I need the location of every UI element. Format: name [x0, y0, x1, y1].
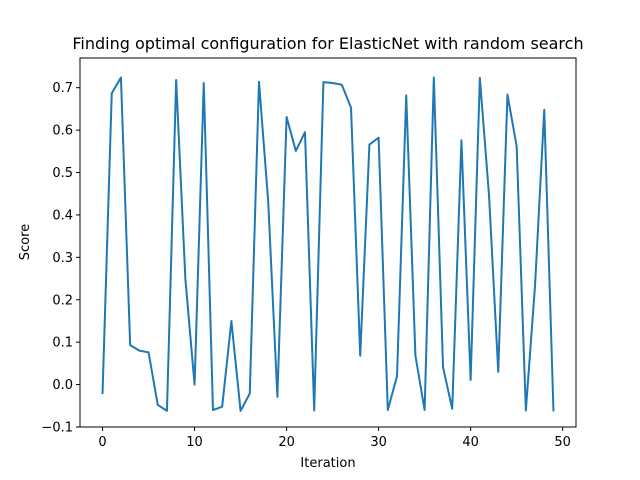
x-axis-label: Iteration: [300, 456, 355, 471]
y-tick-label: 0.4: [52, 208, 73, 223]
x-tick-label: 50: [554, 435, 571, 450]
y-tick-label: 0.6: [52, 124, 73, 139]
x-tick-label: 10: [186, 435, 203, 450]
y-tick-label: 0.3: [52, 251, 73, 266]
y-tick-label: 0.7: [52, 81, 73, 96]
x-tick-label: 40: [462, 435, 479, 450]
y-tick-label: 0.1: [52, 336, 73, 351]
y-axis: −0.1 0.0 0.1 0.2 0.3 0.4 0.5 0.6 0.7: [41, 81, 80, 436]
x-axis: 0 10 20 30 40 50: [98, 427, 571, 450]
x-tick-label: 30: [370, 435, 387, 450]
y-tick-label: −0.1: [41, 421, 73, 436]
series-line: [101, 76, 555, 412]
plot-frame: [79, 57, 577, 428]
y-tick-label: 0.0: [52, 378, 73, 393]
x-tick-label: 0: [98, 435, 106, 450]
x-tick-label: 20: [278, 435, 295, 450]
y-tick-label: 0.2: [52, 293, 73, 308]
y-tick-label: 0.5: [52, 166, 73, 181]
chart-title: Finding optimal configuration for Elasti…: [72, 34, 583, 53]
y-axis-label: Score: [18, 224, 33, 260]
plot-area: [101, 76, 555, 412]
